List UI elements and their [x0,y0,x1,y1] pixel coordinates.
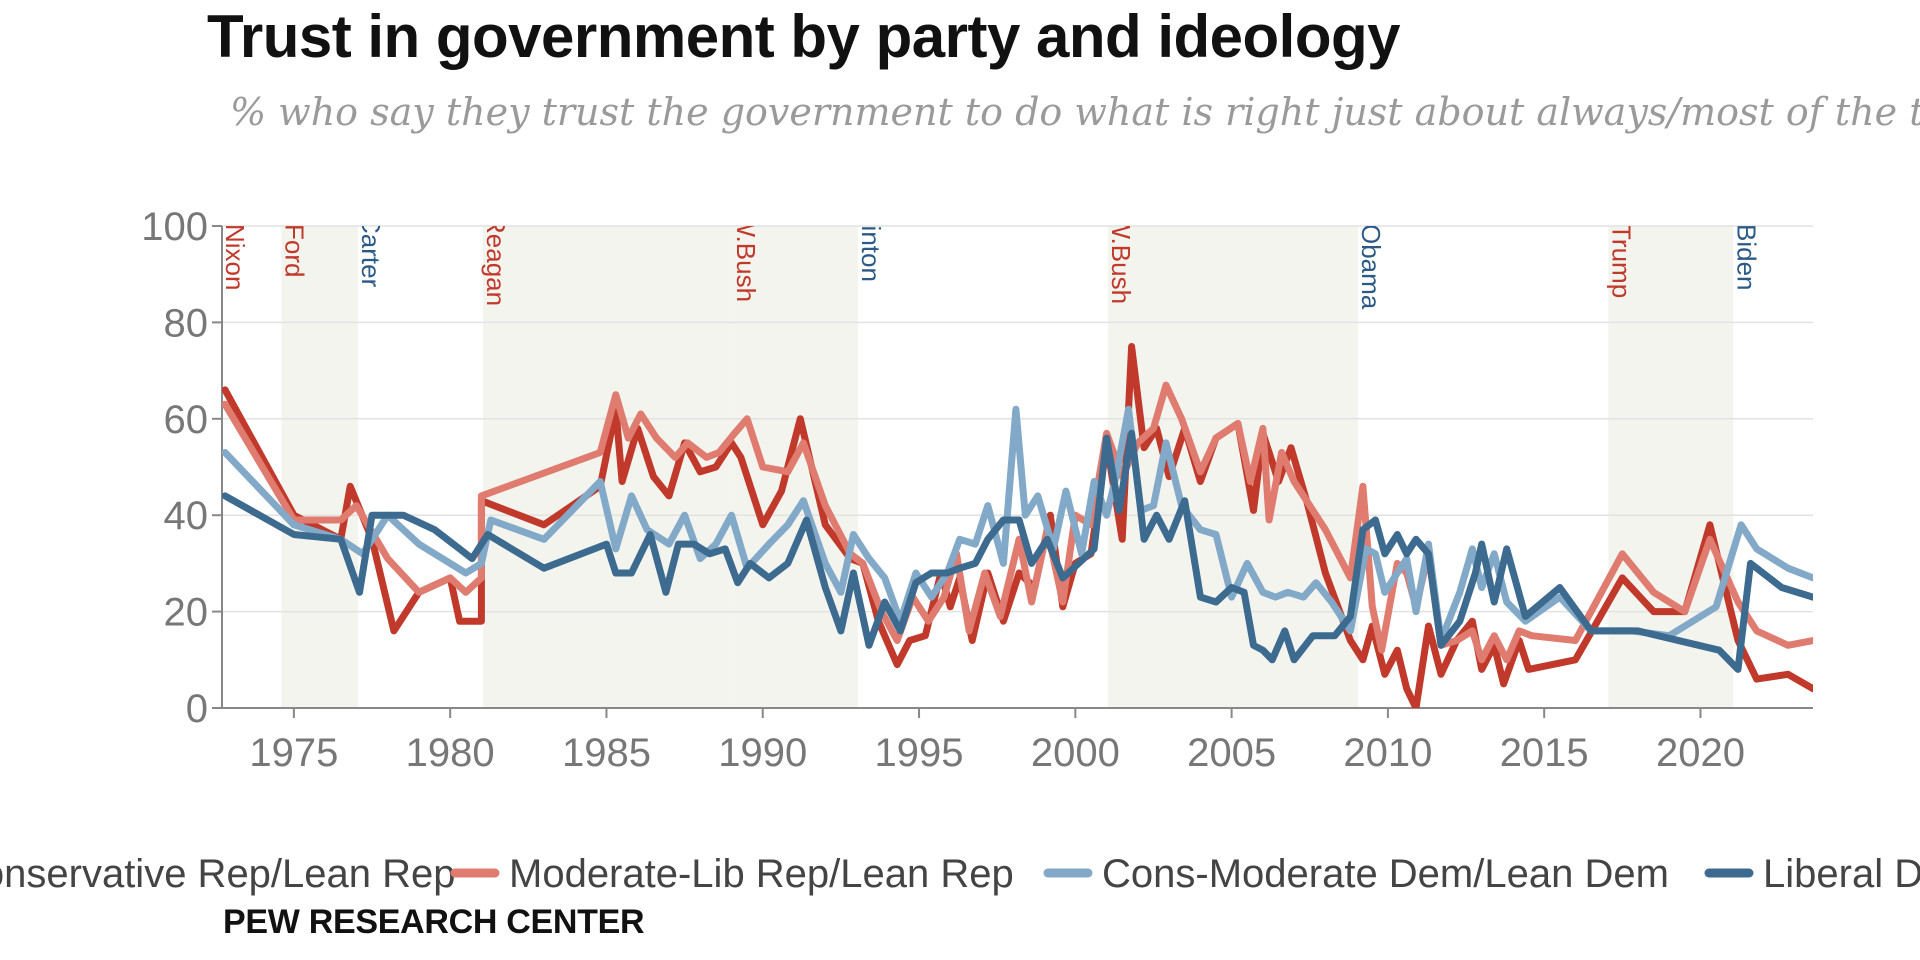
y-tick-label: 60 [164,398,209,442]
x-tick-label: 2000 [1031,731,1120,775]
president-label: Clinton [856,201,886,282]
x-tick-label: 1985 [562,731,651,775]
legend-label: Moderate-Lib Rep/Lean Rep [509,852,1014,896]
x-tick-label: 1980 [406,731,495,775]
president-label: Biden [1731,224,1761,291]
x-tick-label: 2020 [1656,731,1745,775]
y-tick-label: 0 [186,687,208,731]
x-tick-label: 1975 [249,731,338,775]
source-credit: PEW RESEARCH CENTER [223,903,644,942]
y-tick-label: 20 [164,591,209,635]
x-tick-label: 1995 [875,731,964,775]
legend: Conservative Rep/Lean Rep Moderate-Lib Re… [0,852,1920,896]
x-tick-label: 2010 [1343,731,1432,775]
x-tick-label: 2005 [1187,731,1276,775]
legend-label: Cons-Moderate Dem/Lean Dem [1102,852,1669,896]
president-band [281,226,358,708]
president-label: Trump [1606,224,1636,298]
president-label: Ford [279,224,309,277]
president-labels: Nixon Ford Carter Reagan G.H.W.Bush Clinton G.… [220,159,1761,310]
x-tick-label: 1990 [718,731,807,775]
president-label: Reagan [481,215,511,306]
president-label: G.W.Bush [1106,187,1136,304]
axes: 0 20 40 60 80 100 1975 1980 1985 1990 1995 2000 2005… [141,205,1813,775]
president-label: Obama [1356,224,1386,310]
x-tick-label: 2015 [1500,731,1589,775]
legend-label: Conservative Rep/Lean Rep [0,852,456,896]
y-tick-label: 100 [141,205,208,249]
series-lines [225,347,1813,709]
y-tick-label: 80 [164,301,209,345]
president-label: Nixon [220,224,250,290]
y-tick-label: 40 [164,494,209,538]
president-label: G.H.W.Bush [731,159,761,302]
legend-label: Liberal Dem/Lean Dem [1763,852,1920,896]
